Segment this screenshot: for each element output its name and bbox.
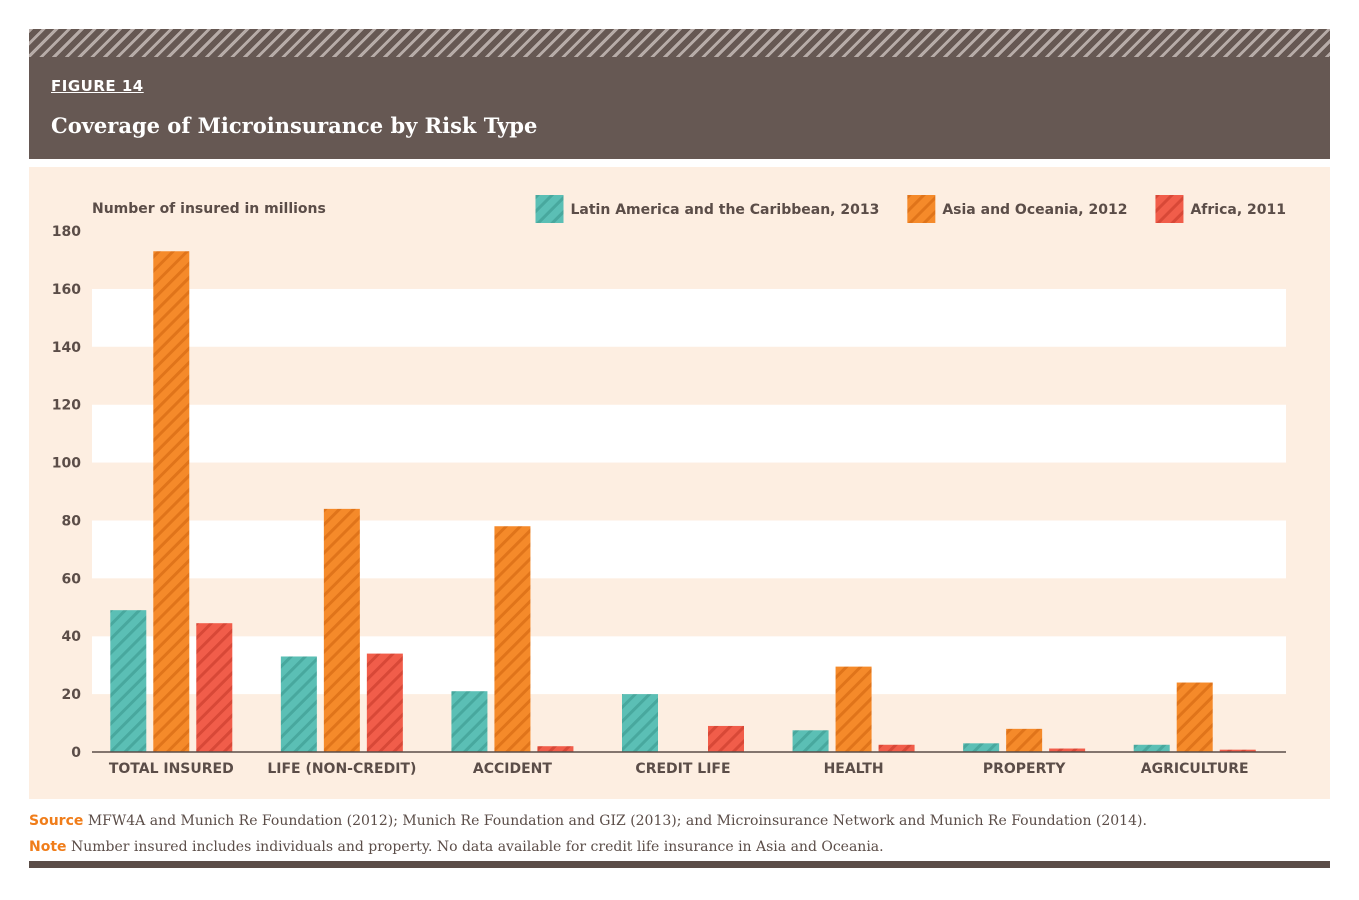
grid-band	[92, 694, 1286, 752]
bar-1-6	[963, 743, 1000, 752]
bar-2-2	[323, 508, 360, 752]
bar-2-5	[835, 666, 872, 752]
bar-3-1	[196, 623, 233, 752]
figure-label: FIGURE 14	[51, 77, 144, 95]
legend-label: Latin America and the Caribbean, 2013	[571, 202, 880, 218]
y-axis-label: Number of insured in millions	[92, 201, 326, 217]
legend-swatch	[1155, 195, 1184, 223]
bar-1-3	[451, 691, 488, 752]
category-label: HEALTH	[824, 761, 884, 777]
y-tick-label: 20	[62, 687, 82, 703]
bar-1-5	[792, 730, 829, 752]
legend-label: Africa, 2011	[1190, 202, 1286, 218]
bar-3-3	[537, 746, 574, 752]
chart-notes: Source MFW4A and Munich Re Foundation (2…	[29, 808, 1330, 860]
grid-band	[92, 404, 1286, 463]
category-label: ACCIDENT	[473, 761, 552, 777]
y-tick-label: 120	[52, 398, 81, 414]
category-label: CREDIT LIFE	[635, 761, 730, 777]
bar-3-6	[1049, 748, 1086, 752]
legend-label: Asia and Oceania, 2012	[942, 202, 1127, 218]
y-tick-label: 60	[62, 571, 82, 587]
bar-1-7	[1133, 744, 1170, 752]
bar-2-1	[153, 251, 190, 752]
grid-band	[92, 636, 1286, 695]
chart-panel: 0 20 40 60 80 100 120 140 160 180 Number of insure…	[29, 167, 1330, 799]
source-line: Source MFW4A and Munich Re Foundation (2…	[29, 808, 1330, 834]
bar-3-7	[1219, 749, 1256, 752]
source-label: Source	[29, 813, 84, 829]
bar-2-6	[1006, 728, 1043, 752]
bar-1-2	[280, 656, 317, 752]
grid-band	[92, 578, 1286, 637]
category-label: TOTAL INSURED	[109, 761, 234, 777]
legend-item: Asia and Oceania, 2012	[907, 195, 1127, 223]
category-label: LIFE (NON-CREDIT)	[267, 761, 416, 777]
grid-band	[92, 462, 1286, 521]
legend-swatch	[907, 195, 936, 223]
legend-swatch	[535, 195, 564, 223]
bar-2-3	[494, 526, 531, 752]
figure-header: FIGURE 14 Coverage of Microinsurance by …	[29, 57, 1330, 159]
header-stripe	[29, 29, 1330, 57]
y-tick-label: 140	[52, 340, 81, 356]
grid-band	[92, 520, 1286, 579]
y-tick-label: 0	[71, 745, 81, 761]
bar-2-7	[1176, 682, 1213, 752]
bar-chart: 0 20 40 60 80 100 120 140 160 180 Number of insure…	[52, 195, 1286, 777]
bar-1-4	[622, 694, 658, 752]
grid-band	[92, 231, 1286, 289]
note-text: Number insured includes individuals and …	[66, 839, 884, 855]
y-tick-label: 160	[52, 282, 81, 298]
footer-bar	[29, 861, 1330, 868]
y-tick-label: 100	[52, 456, 81, 472]
category-label: PROPERTY	[983, 761, 1066, 777]
y-tick-label: 180	[52, 224, 81, 240]
grid-band	[92, 346, 1286, 405]
note-line: Note Number insured includes individuals…	[29, 834, 1330, 860]
bar-3-5	[878, 744, 915, 752]
figure-title: Coverage of Microinsurance by Risk Type	[51, 113, 538, 138]
y-tick-label: 40	[62, 629, 82, 645]
note-label: Note	[29, 839, 67, 855]
category-label: AGRICULTURE	[1141, 761, 1249, 777]
bar-1-1	[110, 610, 147, 752]
legend-item: Latin America and the Caribbean, 2013	[535, 195, 880, 223]
bar-3-4	[708, 725, 744, 752]
bar-3-2	[366, 653, 403, 752]
y-tick-label: 80	[62, 513, 82, 529]
grid-band	[92, 288, 1286, 347]
source-text: MFW4A and Munich Re Foundation (2012); M…	[83, 813, 1147, 829]
legend-item: Africa, 2011	[1155, 195, 1286, 223]
